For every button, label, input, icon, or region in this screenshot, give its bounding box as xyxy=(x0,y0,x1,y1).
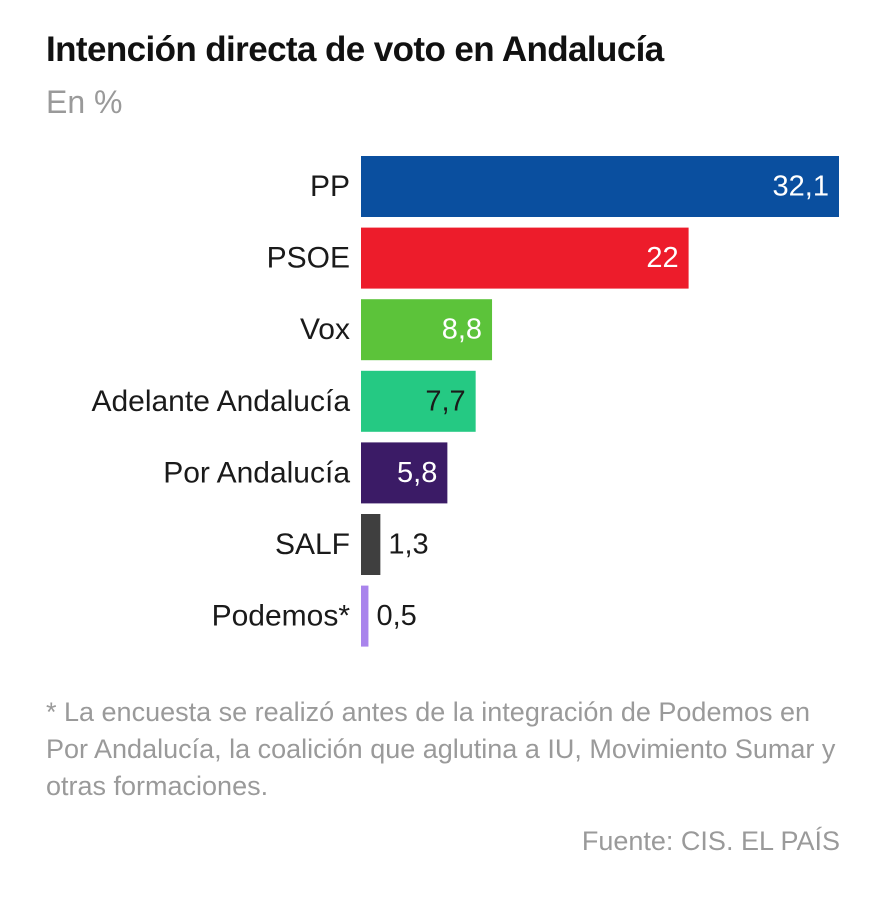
category-label-por-andalucia: Por Andalucía xyxy=(163,456,350,489)
bar-pp xyxy=(361,156,839,217)
category-label-vox: Vox xyxy=(300,313,350,346)
category-label-adelante-andalucia: Adelante Andalucía xyxy=(91,385,350,418)
chart-title: Intención directa de voto en Andalucía xyxy=(46,30,664,69)
chart-subtitle: En % xyxy=(46,84,123,120)
bar-vox xyxy=(361,299,493,361)
bar-salf xyxy=(361,514,381,575)
bar-psoe xyxy=(361,227,689,289)
category-label-psoe: PSOE xyxy=(267,242,350,275)
value-label-pp: 32,1 xyxy=(773,171,829,203)
bar-chart: PP 32,1 PSOE 22 Vox 8,8 Adelante Andalucía 7,7 P… xyxy=(91,156,839,647)
value-label-por-andalucia: 5,8 xyxy=(397,457,437,489)
value-label-vox: 8,8 xyxy=(442,314,482,346)
value-label-psoe: 22 xyxy=(646,242,678,274)
value-label-adelante-andalucia: 7,7 xyxy=(425,385,465,417)
source-credit: Fuente: CIS. EL PAÍS xyxy=(581,826,840,856)
category-label-podemos: Podemos* xyxy=(212,600,351,633)
bar-podemos xyxy=(361,585,369,647)
bar-adelante-andalucia xyxy=(361,370,476,432)
category-label-salf: SALF xyxy=(275,528,350,561)
value-label-salf: 1,3 xyxy=(388,529,428,561)
bar-por-andalucia xyxy=(361,442,448,504)
value-label-podemos: 0,5 xyxy=(376,600,416,632)
category-label-pp: PP xyxy=(310,170,350,203)
footnote: * La encuesta se realizó antes de la int… xyxy=(46,697,836,801)
